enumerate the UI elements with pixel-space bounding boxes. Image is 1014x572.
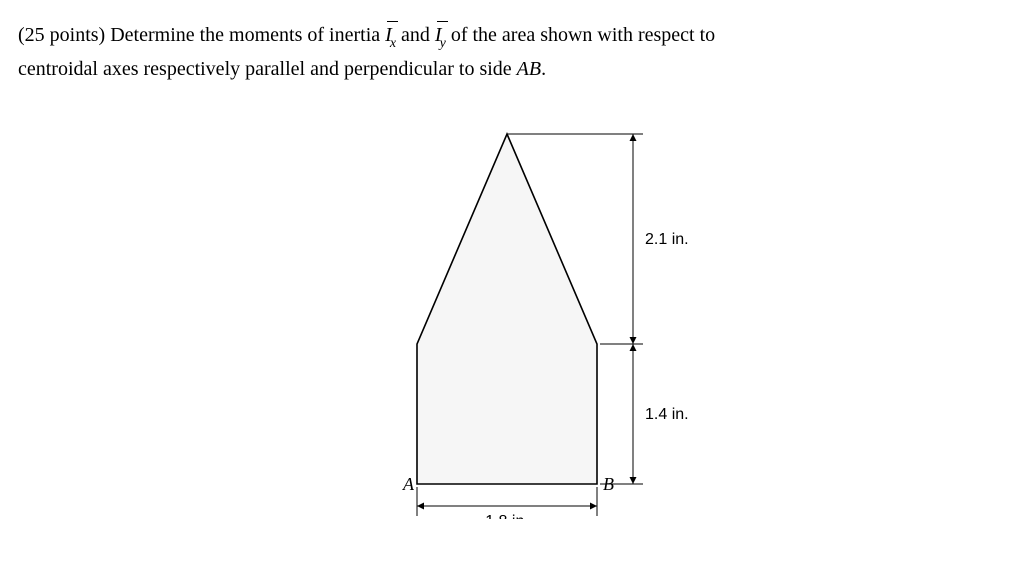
symbol-Ix-sub: x bbox=[390, 36, 396, 51]
dim-rect-height: 1.4 in. bbox=[645, 406, 689, 423]
figure-svg: AB1.8 in.1.4 in.2.1 in. bbox=[297, 99, 717, 519]
and-word: and bbox=[396, 24, 435, 46]
line2-after: . bbox=[541, 58, 546, 80]
composite-shape bbox=[417, 134, 597, 484]
dim-tri-height: 2.1 in. bbox=[645, 231, 689, 248]
dim-width: 1.8 in. bbox=[485, 513, 529, 519]
line2-before: centroidal axes respectively parallel an… bbox=[18, 58, 517, 80]
figure-container: AB1.8 in.1.4 in.2.1 in. bbox=[18, 99, 996, 519]
symbol-Iy-sub: y bbox=[440, 36, 446, 51]
after-symbols: of the area shown with respect to bbox=[446, 24, 715, 46]
side-AB: AB bbox=[517, 58, 541, 80]
pts-prefix: (25 points) Determine the moments of ine… bbox=[18, 24, 385, 46]
label-A: A bbox=[402, 474, 415, 494]
problem-statement: (25 points) Determine the moments of ine… bbox=[18, 20, 996, 85]
